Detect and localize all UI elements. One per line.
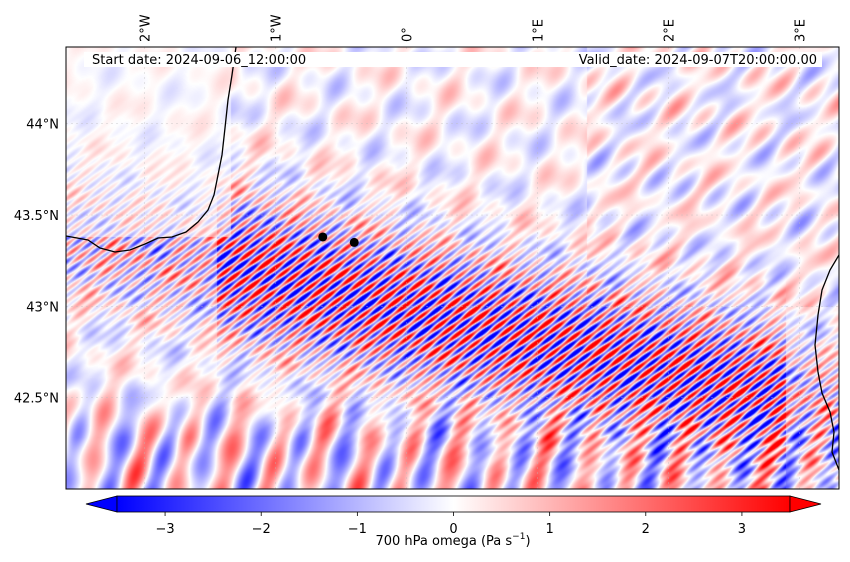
lat-tick-label: 43.5°N <box>14 209 59 224</box>
colorbar-label-text: 700 hPa omega (Pa s <box>375 534 512 549</box>
coastline <box>66 47 839 471</box>
colorbar-label: 700 hPa omega (Pa s−1) <box>375 532 530 549</box>
lon-tick-label: 2°W <box>139 14 154 42</box>
colorbar-tick-label: 2 <box>642 522 650 537</box>
omega-field-raster <box>66 47 839 489</box>
station-markers <box>318 232 359 247</box>
colorbar-tick-label: −3 <box>155 522 174 537</box>
coastline-france-atlantic <box>66 47 237 253</box>
lon-tick-label: 0° <box>401 27 416 42</box>
lat-tick-label: 42.5°N <box>14 392 59 407</box>
omega-field <box>66 47 839 489</box>
colorbar-extend-min <box>85 495 118 513</box>
colorbar-ticks: −3 −2 −1 0 1 2 3 <box>155 512 746 537</box>
station-marker <box>349 237 359 247</box>
longitude-tick-labels: 2°W 1°W 0° 1°E 2°E 3°E <box>139 14 809 42</box>
start-date-label: Start date: 2024-09-06_12:00:00 <box>92 53 306 68</box>
colorbar-tick-label: 0 <box>449 522 457 537</box>
valid-date-label: Valid_date: 2024-09-07T20:00:00.00 <box>579 53 817 68</box>
coastline-mediterranean <box>814 254 839 471</box>
lat-tick-label: 44°N <box>26 118 59 133</box>
lon-tick-label: 1°E <box>532 19 547 42</box>
gridlines <box>66 47 839 489</box>
lon-tick-label: 3°E <box>794 19 809 42</box>
colorbar-label-close: ) <box>525 534 530 549</box>
colorbar-label-exponent: −1 <box>512 532 525 542</box>
map-frame <box>65 46 840 490</box>
colorbar-body <box>116 495 791 513</box>
latitude-tick-labels: 44°N 43.5°N 43°N 42.5°N <box>14 118 59 407</box>
colorbar-tick-label: −1 <box>348 522 367 537</box>
map-panel: Start date: 2024-09-06_12:00:00 Valid_da… <box>65 46 840 490</box>
lat-tick-label: 43°N <box>26 300 59 315</box>
colorbar-tick-label: −2 <box>252 522 271 537</box>
colorbar-tick-label: 3 <box>738 522 746 537</box>
station-marker <box>318 232 328 242</box>
colorbar: −3 −2 −1 0 1 2 3 700 hPa omega (Pa s−1) <box>85 495 822 549</box>
lon-tick-label: 1°W <box>270 14 285 42</box>
colorbar-tick-label: 1 <box>546 522 554 537</box>
header-band <box>84 52 822 67</box>
colorbar-extend-max <box>789 495 822 513</box>
lon-tick-label: 2°E <box>663 19 678 42</box>
